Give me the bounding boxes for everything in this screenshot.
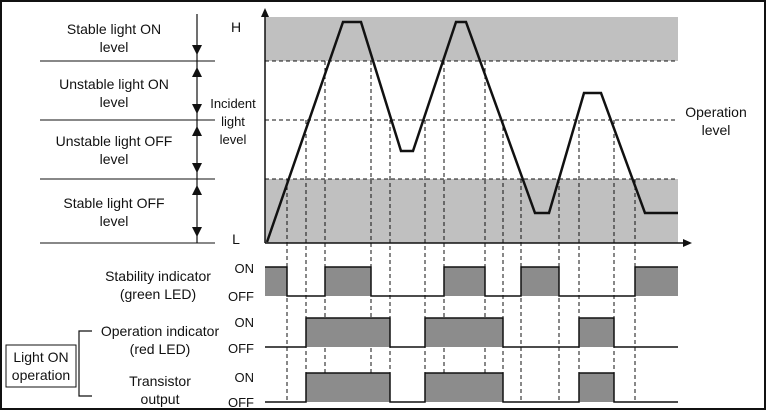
axis-low-label: L xyxy=(232,231,240,247)
ylabel-line-2: light xyxy=(221,114,245,129)
transistor-on-label: ON xyxy=(235,370,255,385)
mode-label-2: operation xyxy=(12,367,70,383)
stability-indicator-signal xyxy=(265,266,678,297)
level-lines xyxy=(265,60,678,180)
stable-on-label-1: Stable light ON xyxy=(67,21,161,37)
ylabel-line-3: level xyxy=(220,132,247,147)
stability-on-label: ON xyxy=(235,261,255,276)
operation-indicator-signal xyxy=(265,317,678,348)
stability-title-2: (green LED) xyxy=(120,286,196,302)
y-axis-arrow-icon xyxy=(261,8,269,17)
axis-high-label: H xyxy=(231,19,241,35)
transistor-output-signal xyxy=(265,372,678,403)
incident-light-waveform xyxy=(265,20,678,243)
arrow-up-icon xyxy=(192,185,202,195)
operation-indicator-title-2: (red LED) xyxy=(130,341,191,357)
unstable-off-label-2: level xyxy=(100,151,129,167)
transistor-title-1: Transistor xyxy=(129,373,191,389)
arrow-down-icon xyxy=(192,227,202,237)
stable-on-label-2: level xyxy=(100,39,129,55)
operation-on-label: ON xyxy=(235,315,255,330)
mode-label-1: Light ON xyxy=(13,349,68,365)
unstable-on-label-1: Unstable light ON xyxy=(59,76,169,92)
arrow-up-icon xyxy=(192,67,202,77)
x-axis-arrow-icon xyxy=(683,239,692,247)
arrow-down-icon xyxy=(192,104,202,114)
transistor-title-2: output xyxy=(141,391,180,407)
level-dividers xyxy=(40,60,215,244)
stable-off-label-1: Stable light OFF xyxy=(63,195,164,211)
operation-level-label-2: level xyxy=(702,122,731,138)
unstable-off-label-1: Unstable light OFF xyxy=(56,133,173,149)
transistor-off-label: OFF xyxy=(228,395,254,410)
light-on-operation-bracket xyxy=(5,330,92,397)
stable-off-label-2: level xyxy=(100,213,129,229)
arrow-down-icon xyxy=(192,163,202,173)
arrow-down-icon xyxy=(192,45,202,55)
operation-off-label: OFF xyxy=(228,341,254,356)
stability-title-1: Stability indicator xyxy=(105,268,211,284)
stable-off-band xyxy=(265,179,678,243)
stability-off-label: OFF xyxy=(228,289,254,304)
operation-level-label-1: Operation xyxy=(685,104,746,120)
operation-indicator-title-1: Operation indicator xyxy=(101,323,220,339)
unstable-on-label-2: level xyxy=(100,94,129,110)
arrow-up-icon xyxy=(192,126,202,136)
level-dimension-bracket xyxy=(192,14,202,243)
ylabel-line-1: Incident xyxy=(210,96,256,111)
